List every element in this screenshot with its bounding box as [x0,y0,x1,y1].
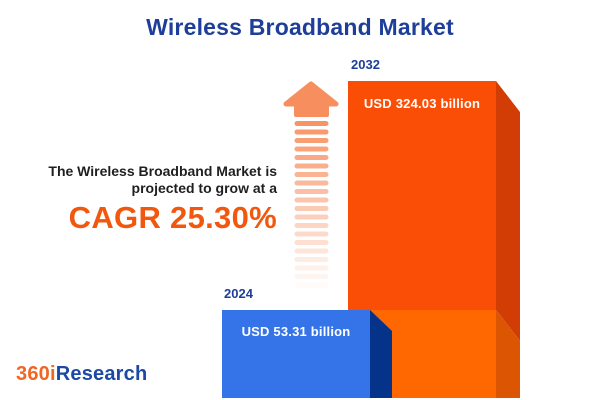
arrow-neck [294,103,329,117]
arrow-stripes [294,121,329,279]
annotation-line2: projected to grow at a [131,180,277,196]
bar-2024-side [370,310,392,398]
bar-2032-side-upper [496,81,520,341]
bar-label-2024: 2024 [224,286,253,301]
bar-2032-side-lower [496,310,520,398]
growth-arrow-icon [283,81,339,279]
cagr-value: CAGR 25.30% [68,200,277,235]
page-title: Wireless Broadband Market [146,14,454,40]
annotation-line1: The Wireless Broadband Market is [48,163,277,179]
brand-logo: 360iResearch [16,363,147,386]
brand-logo-prefix: 360i [16,363,56,385]
brand-logo-suffix: Research [55,363,148,385]
bar-label-2032: 2032 [351,57,380,72]
bar-value-2032: USD 324.03 billion [363,96,481,111]
bar-2032-front-upper [348,81,496,310]
growth-annotation: The Wireless Broadband Market is project… [0,163,277,236]
arrow-head [283,81,339,107]
bar-2024-front [222,310,370,398]
bar-value-2024: USD 53.31 billion [241,324,351,339]
